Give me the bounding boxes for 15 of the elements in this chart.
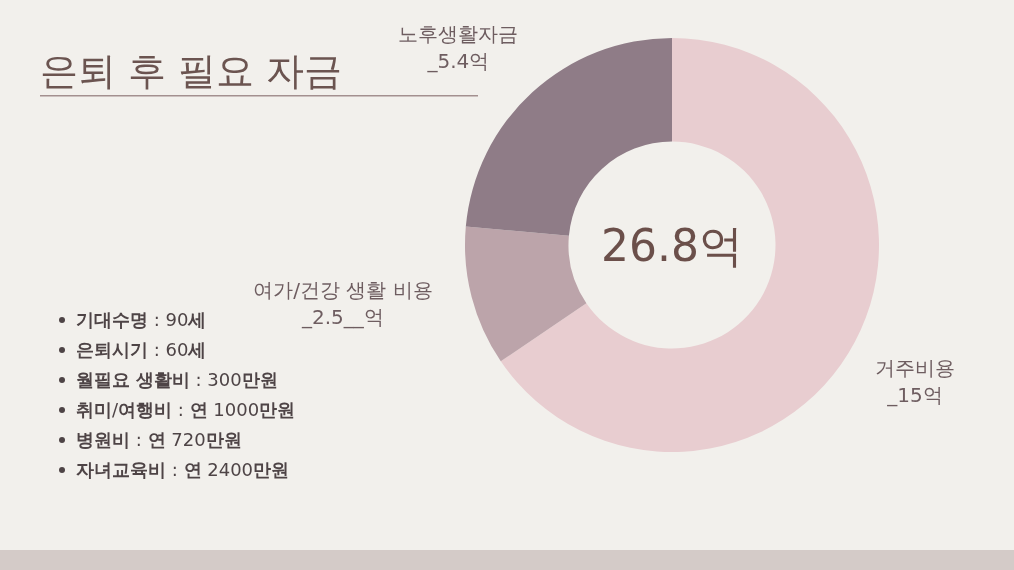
donut-slice [465, 226, 587, 362]
slice-label: 여가/건강 생활 비용 [253, 278, 433, 303]
text: 은퇴 후 필요 자금 [40, 49, 343, 93]
text: 취미/여행비 : 연 1000만원 [76, 399, 296, 420]
text: 은퇴시기 : 60세 [76, 339, 207, 360]
text: 기대수명 : 90세 [76, 309, 207, 330]
text: 월필요 생활비 : 300만원 [76, 369, 278, 390]
data-label: _5.4억 [426, 48, 490, 73]
data-label: _2.5__억 [301, 305, 384, 330]
data-label: _15억 [886, 382, 943, 407]
text: 자녀교육비 : 연 2400만원 [76, 459, 290, 480]
slice-label: 거주비용 [875, 355, 956, 380]
text: 26.8억 [601, 220, 743, 271]
slice-label: 노후생활자금 [398, 21, 519, 46]
text: 병원비 : 연 720만원 [76, 429, 242, 450]
